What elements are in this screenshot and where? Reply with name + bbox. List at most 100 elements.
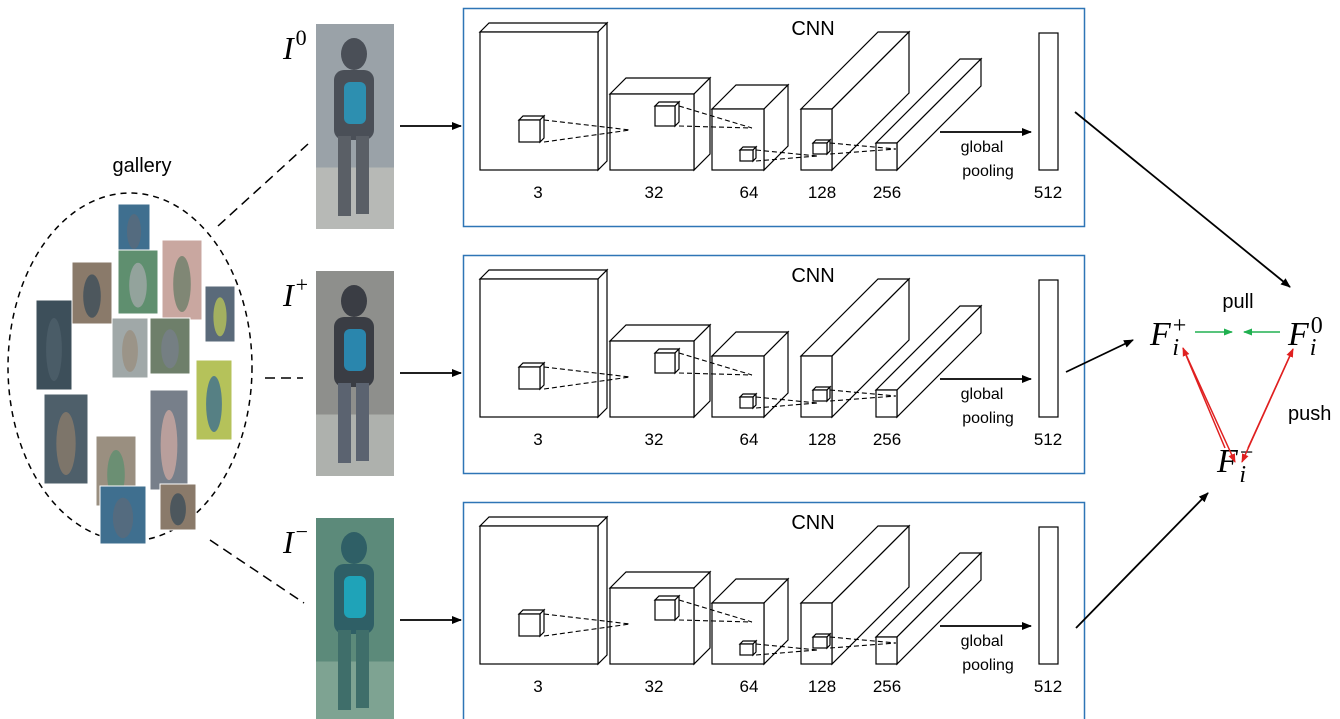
projection-line [543,613,631,625]
projection-line [678,105,753,129]
layer-label-32: 32 [645,183,664,202]
gallery-person [129,262,147,308]
gallery-person [206,376,222,432]
person-leg [338,383,351,463]
projection-line [829,389,897,397]
kernel [517,608,546,638]
pooling-label-line1: global [961,386,1004,403]
kernel [738,639,758,657]
projection-line [829,636,897,644]
gallery-label: gallery [113,155,172,177]
gallery-person [46,318,62,381]
layer-detail [831,88,853,110]
cnn-title: CNN [791,512,834,534]
layer-detail [831,335,853,357]
layer-label-32: 32 [645,430,664,449]
layer-label-3: 3 [533,677,542,696]
layer-label-128: 128 [808,183,836,202]
pooling-label-line2: pooling [962,163,1014,180]
projection-line [543,119,631,131]
layer-volume-64 [710,577,790,666]
fi-zero: F0 i [1287,313,1323,361]
output-label: 512 [1034,183,1062,202]
input-symbol: I0 [282,25,307,66]
gallery-person [170,493,186,526]
kernel [517,114,546,144]
projection-line [755,402,818,409]
layer-detail [831,582,853,604]
feature-vector [1038,279,1059,418]
gallery-person [83,274,101,318]
layer-label-64: 64 [740,677,759,696]
branch-0: I0 CNN 3 32 64 128 256 global pooling 512 [282,7,1086,229]
person-head [341,532,367,564]
projection-line [829,148,897,155]
kernel [517,361,546,391]
branch-1: I+ CNN 3 32 64 128 256 global pooling 512 [282,254,1086,476]
gallery-person [161,329,179,369]
person-head [341,38,367,70]
layer-label-128: 128 [808,677,836,696]
projection-line [543,129,631,143]
arrow-to-fi-zero [1074,111,1291,288]
projection-line [829,642,897,649]
kernel [811,385,832,403]
person-backpack [344,329,366,371]
gallery-person [213,297,227,337]
gallery-connector-bottom [209,539,305,604]
person-head [341,285,367,317]
branch-2: I− CNN 3 32 64 128 256 global pooling 512 [282,501,1086,719]
photo-ground [316,167,394,229]
cnn-title: CNN [791,265,834,287]
projection-line [829,142,897,150]
layer-label-64: 64 [740,430,759,449]
photo-ground [316,661,394,719]
pooling-label-line2: pooling [962,410,1014,427]
projection-line [678,372,753,376]
push-arrow-from-fi-zero [1241,348,1294,463]
projection-line [755,643,818,651]
gallery-person [173,256,191,312]
layer-label-256: 256 [873,183,901,202]
layer-volume-3 [478,21,609,172]
layer-label-256: 256 [873,677,901,696]
kernel [653,594,681,622]
kernel [811,138,832,156]
kernel [653,100,681,128]
person-leg [338,630,351,710]
gallery-person [122,330,138,372]
projection-line [543,623,631,637]
projection-line [755,155,818,162]
layer-volume-128 [799,30,911,172]
feature-triplet: F+i F0i F−i pull push [1149,291,1331,488]
fi-plus: F+ i [1149,313,1186,361]
layer-volume-256 [874,304,983,419]
pooling-label-line1: global [961,139,1004,156]
gallery-thumbnails [35,203,236,545]
gallery-connectors [209,143,309,604]
input-symbol: I+ [282,272,308,313]
projection-line [678,352,753,376]
person-leg [356,630,369,708]
projection-line [543,376,631,390]
person-backpack [344,576,366,618]
branches: I0 CNN 3 32 64 128 256 global pooling 512 I+ CNN 3 32… [282,7,1086,719]
layer-volume-128 [799,524,911,666]
layer-volume-64 [710,83,790,172]
arrow-to-fi-plus [1065,339,1134,373]
layer-label-3: 3 [533,183,542,202]
layer-volume-64 [710,330,790,419]
projection-line [829,395,897,402]
person-backpack [344,82,366,124]
pull-label: pull [1222,291,1253,313]
person-leg [338,136,351,216]
input-symbol: I− [282,519,308,560]
push-label: push [1288,403,1331,425]
photo-ground [316,414,394,476]
cnn-title: CNN [791,18,834,40]
person-leg [356,136,369,214]
pooling-label-line1: global [961,633,1004,650]
kernel [738,145,758,163]
feature-arrows [1065,111,1291,629]
